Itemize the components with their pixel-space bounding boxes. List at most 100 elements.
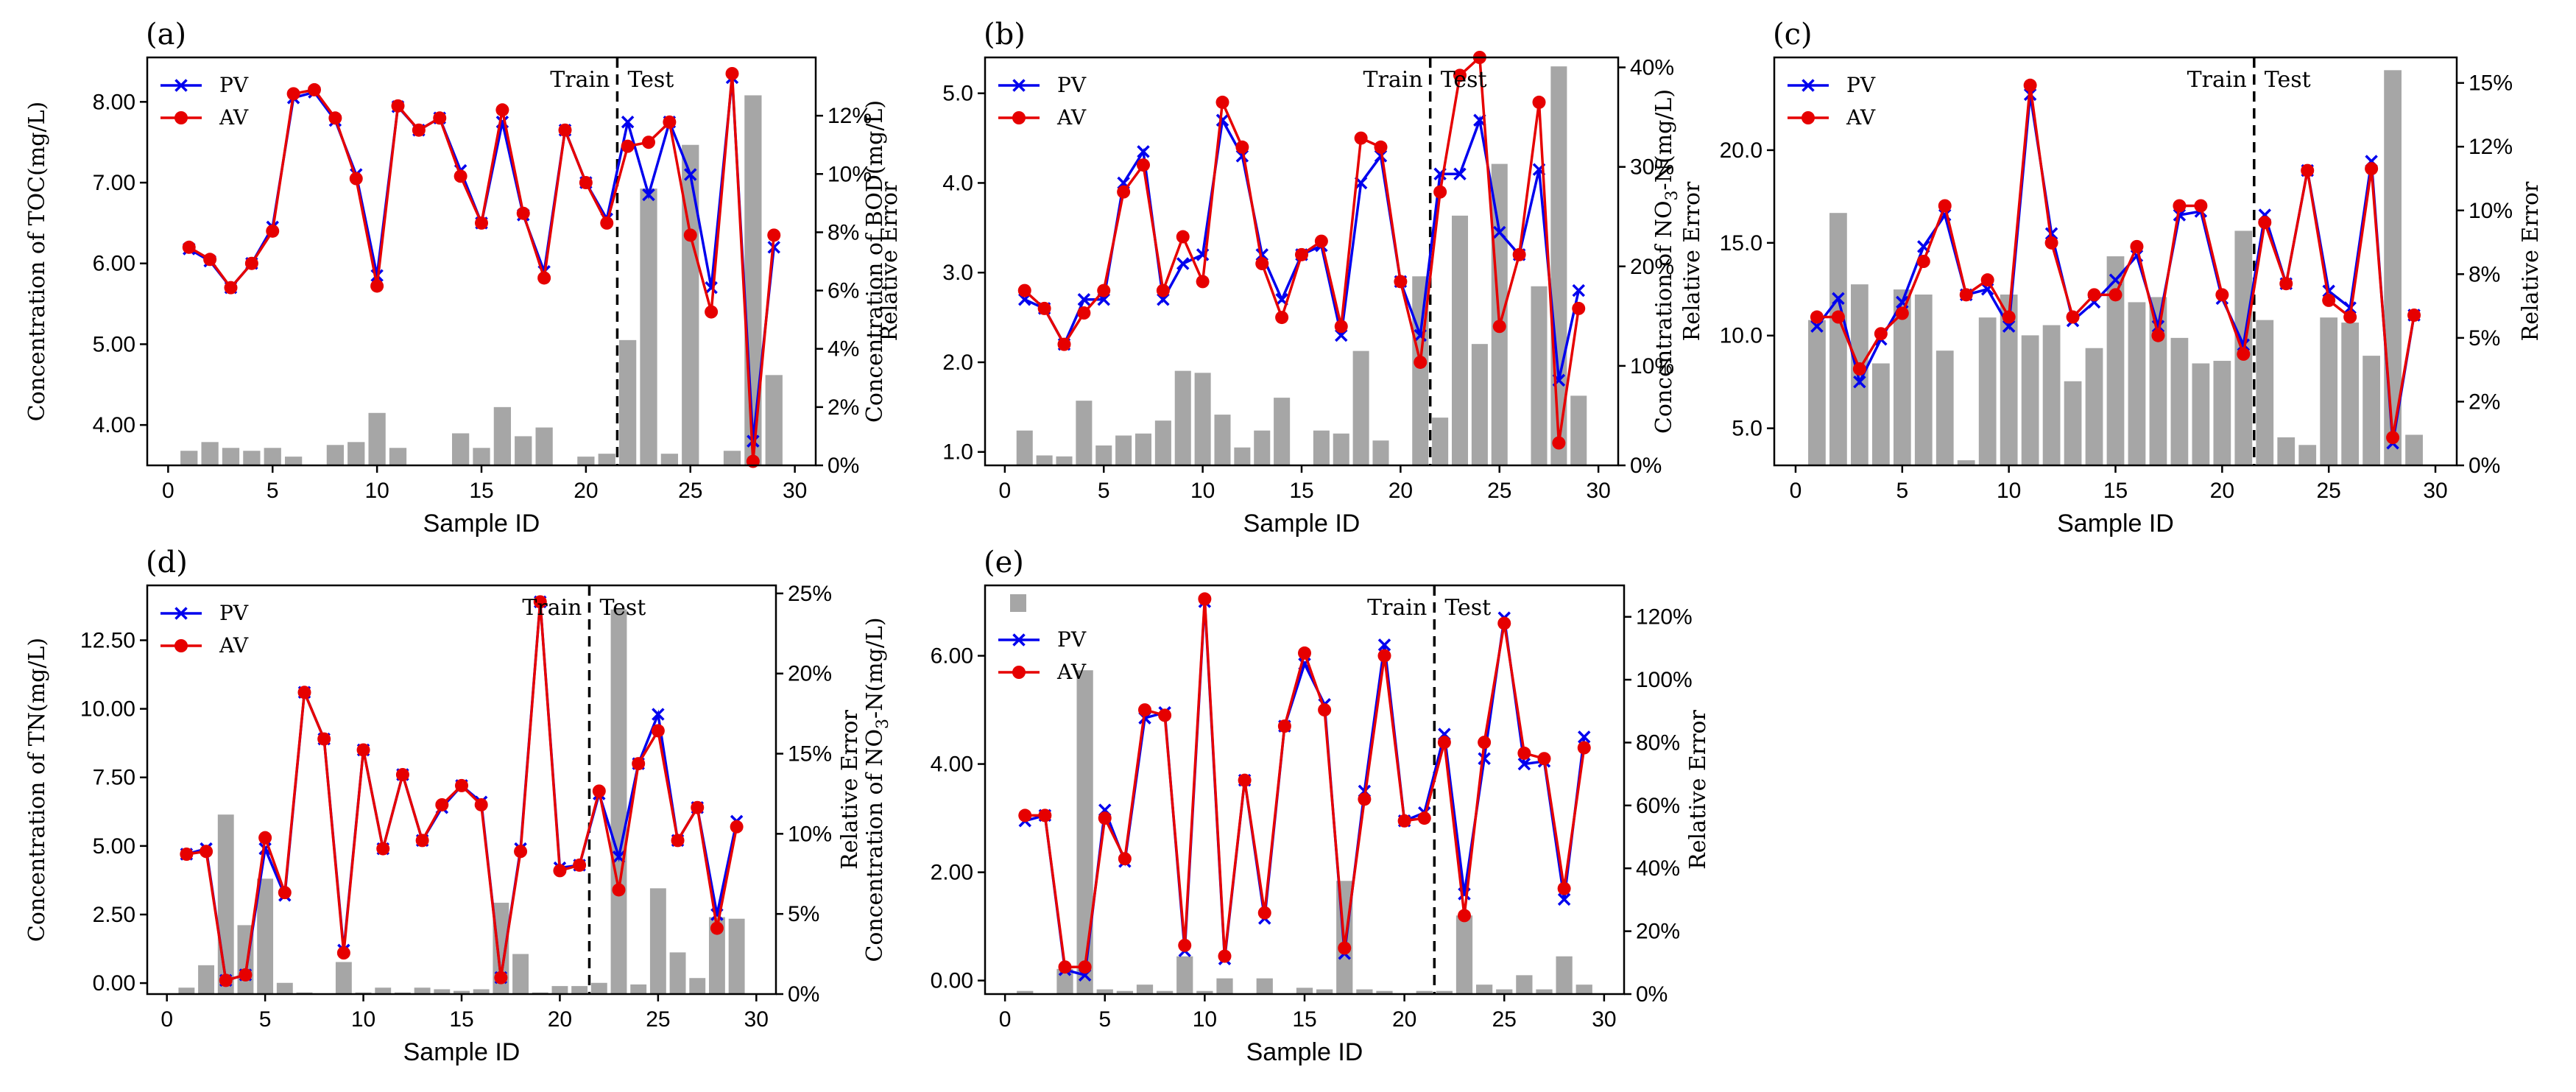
legend-bar-swatch [1010,594,1026,612]
av-point [1916,255,1930,268]
chart-panel-a: 0 5 10 15 20 25 30 4.00 5.00 6.00 7.00 8.00 0% 2% 4% 6%… [24,18,903,538]
error-bar [577,457,595,465]
av-point [1215,95,1229,109]
error-bar [1893,289,1911,465]
error-bar [2042,325,2061,465]
av-point [514,845,528,859]
y-tick-label: 2.50 [93,903,135,927]
error-bar [1313,430,1330,465]
av-point [632,757,646,771]
error-bar [180,451,198,465]
y2-tick-label: 4% [828,337,859,362]
panel-label: (c) [1773,18,1813,52]
x-tick-label: 10 [1190,479,1215,503]
av-point [725,66,739,80]
error-bar [1914,295,1933,465]
error-bar [2085,348,2103,465]
av-point [2365,162,2379,176]
legend-pv-label: PV [1057,627,1087,652]
av-point [1552,436,1566,450]
pv-point [1137,145,1150,158]
av-point [1492,320,1506,334]
av-point [1417,811,1431,825]
y2-tick-label: 0% [1636,982,1668,1007]
legend: PV AV [998,73,1087,130]
x-axis-label: Sample ID [403,1038,521,1066]
legend-av-label: AV [219,633,249,658]
y-tick-label: 5.0 [1732,417,1762,441]
y-tick-label: 12.50 [80,628,135,652]
av-point [1098,811,1112,825]
y-tick-label: 0.00 [93,971,135,996]
av-point [705,305,719,319]
av-point [395,768,409,782]
train-label: Train [2187,67,2247,93]
error-bar [1076,401,1093,465]
x-tick-label: 10 [1193,1007,1217,1032]
av-point [1397,814,1411,828]
av-point [219,973,233,987]
av-point [683,228,697,242]
y2-tick-label: 20% [1630,255,1674,279]
y2-axis-label: Relative Error [1679,181,1705,341]
error-bar [1254,430,1271,465]
x-tick-label: 15 [2103,479,2128,503]
av-point [691,800,705,814]
av-point [1118,852,1132,866]
error-bar [1436,990,1453,994]
av-point [2173,199,2187,213]
y-tick-label: 6.00 [93,252,135,276]
error-bar [434,989,451,994]
chart-panel-b: 0 5 10 15 20 25 30 1.0 2.0 3.0 4.0 5.0 0% 10% 20% 30% 40… [862,18,1705,538]
av-point [391,99,405,113]
av-point [475,216,488,230]
panel-label: (e) [984,546,1024,580]
error-bar [765,375,783,465]
error-bar [375,987,392,994]
av-point [1198,592,1212,606]
pv-point [1377,638,1391,652]
test-label: Test [599,595,646,621]
av-point [200,845,214,859]
error-bar [728,918,745,994]
y-tick-label: 2.00 [931,861,973,885]
x-tick-label: 0 [999,1007,1012,1032]
y2-axis-label: Relative Error [877,181,903,341]
av-point [1257,906,1271,920]
x-tick-label: 20 [574,479,598,503]
pv-point [1453,167,1467,181]
pv-point [1493,225,1506,239]
pv-point [1176,257,1190,270]
test-label: Test [627,67,674,93]
error-bar [2256,320,2274,465]
av-point [1078,960,1092,974]
y-axis-label: Concentration of BOD(mg/L) [862,100,888,423]
error-bar [276,982,293,994]
av-point [455,778,468,792]
av-point [2386,431,2400,445]
av-point [2343,310,2357,324]
x-tick-label: 0 [162,479,174,503]
y-tick-label: 3.0 [942,261,973,285]
legend-pv-label: PV [1846,73,1876,97]
av-point [435,797,449,811]
error-bar [2362,356,2381,465]
error-bar [1978,317,1997,465]
y2-tick-label: 25% [788,582,832,606]
y2-tick-label: 5% [2469,326,2500,351]
av-point [2279,277,2293,291]
error-bar [1274,398,1291,465]
error-bar [1194,373,1211,465]
av-point [1298,646,1311,660]
error-bar [1135,433,1152,465]
av-point [454,169,467,183]
av-point [1077,306,1091,320]
y2-tick-label: 0% [828,454,859,478]
av-point [1831,310,1845,324]
av-point [433,111,447,125]
y2-tick-label: 0% [788,982,819,1007]
y2-tick-label: 10% [828,162,872,186]
error-bar [723,451,741,465]
x-tick-label: 15 [469,479,493,503]
